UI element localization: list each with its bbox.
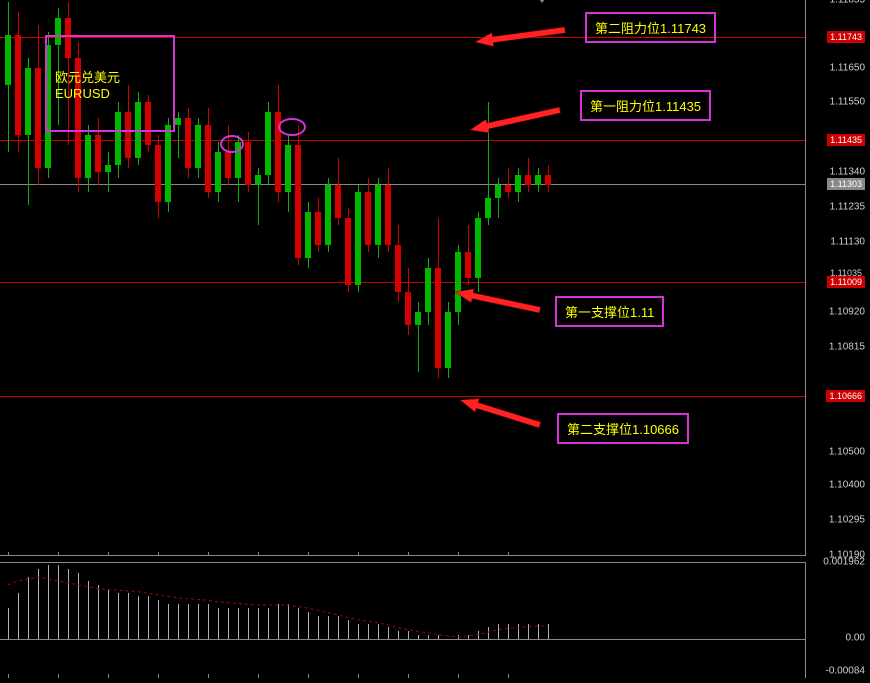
y-tick-label: 1.11650 [830, 63, 865, 74]
y-tick-label: 1.11340 [830, 166, 865, 177]
x-tick [508, 552, 509, 556]
y-tick-label: 1.11855 [830, 0, 865, 6]
annotation-label: 第二阻力位1.11743 [585, 12, 716, 43]
indicator-x-tick [208, 674, 209, 678]
indicator-panel[interactable] [0, 562, 806, 678]
top-marker-icon [536, 0, 548, 3]
signal-line [0, 563, 805, 678]
indicator-x-tick [358, 674, 359, 678]
level-line [0, 396, 805, 397]
indicator-x-tick [8, 674, 9, 678]
indicator-x-tick [508, 674, 509, 678]
annotation-label: 欧元兑美元 EURUSD [45, 35, 175, 132]
price-y-axis: 1.11855 1.11650 1.11550 1.11340 1.11235 1.111… [805, 0, 870, 555]
x-tick [308, 552, 309, 556]
annotation-label: 第二支撑位1.10666 [557, 413, 689, 444]
level-line [0, 282, 805, 283]
highlight-ellipse [220, 135, 244, 153]
x-tick [8, 552, 9, 556]
x-tick [158, 552, 159, 556]
indicator-x-tick [408, 674, 409, 678]
y-tick-label: 1.10400 [829, 480, 865, 491]
x-tick [208, 552, 209, 556]
indicator-x-tick [108, 674, 109, 678]
indicator-x-tick [158, 674, 159, 678]
y-tick-label: 1.11130 [830, 236, 865, 247]
x-tick [108, 552, 109, 556]
indicator-y-tick: -0.00084 [826, 665, 865, 676]
indicator-x-tick [58, 674, 59, 678]
indicator-y-tick: 0.001962 [823, 556, 865, 567]
y-tick-label: 1.10295 [829, 515, 865, 526]
x-tick [58, 552, 59, 556]
x-tick [258, 552, 259, 556]
highlight-ellipse [278, 118, 306, 136]
indicator-y-axis: 0.0019620.00-0.00084 [805, 562, 870, 677]
y-tick-label: 1.10500 [829, 446, 865, 457]
indicator-x-tick [308, 674, 309, 678]
x-tick [458, 552, 459, 556]
x-tick [408, 552, 409, 556]
indicator-y-tick: 0.00 [846, 633, 865, 644]
price-chart[interactable]: 1.117431.114351.113031.110091.106661.110… [0, 0, 806, 556]
y-tick-label: 1.10920 [829, 306, 865, 317]
annotation-label: 第一支撑位1.11 [555, 296, 664, 327]
y-tick-label: 1.11550 [830, 96, 865, 107]
indicator-x-tick [258, 674, 259, 678]
y-tick-label: 1.10815 [829, 341, 865, 352]
annotation-label: 第一阻力位1.11435 [580, 90, 711, 121]
level-line [0, 184, 805, 185]
y-tick-label: 1.11235 [830, 201, 865, 212]
x-tick [358, 552, 359, 556]
indicator-x-tick [458, 674, 459, 678]
